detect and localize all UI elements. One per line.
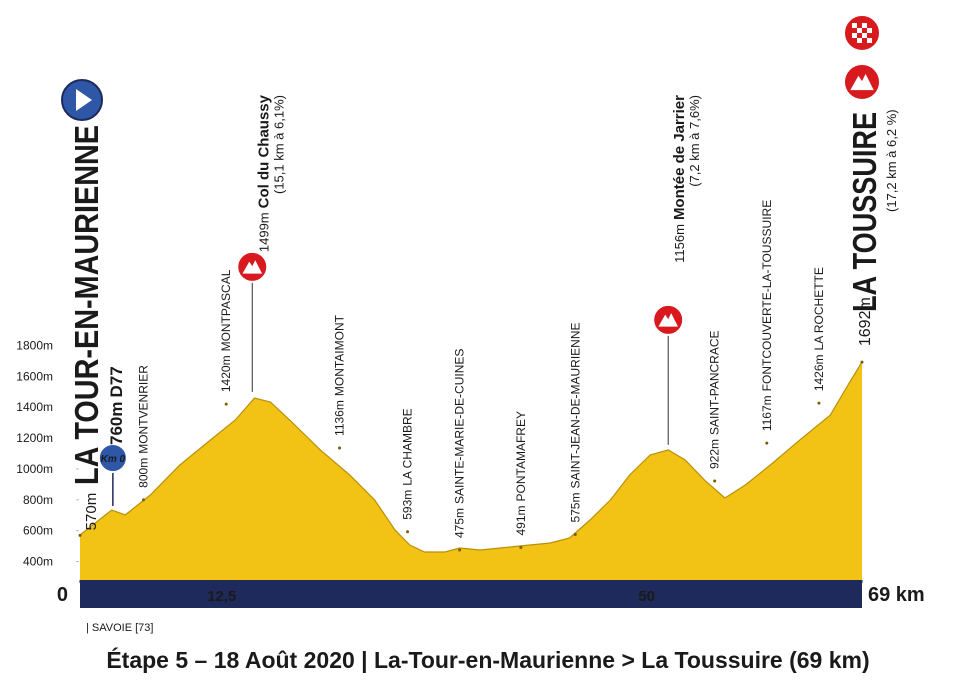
climb-icon-peak <box>242 260 263 274</box>
waypoint-label: 575m SAINT-JEAN-DE-MAURIENNE <box>568 323 582 523</box>
km0-label-part: 760m <box>107 402 126 445</box>
waypoint-label-part: PONTAMAFREY <box>514 411 528 501</box>
waypoint-label-part: 1136m <box>333 400 347 436</box>
climb-label-part: Col du Chaussy <box>255 94 272 208</box>
y-tick-label: 1600m <box>16 369 53 383</box>
finish-flag-square <box>857 38 862 43</box>
waypoint-label-part: 491m <box>514 505 528 535</box>
x-tick-label: 12,5 <box>207 588 236 605</box>
y-tick-label: 1400m <box>16 400 53 414</box>
climb-detail: (15,1 km à 6,1%) <box>271 95 286 194</box>
waypoint-dot <box>406 530 410 534</box>
waypoint-dot <box>765 441 769 445</box>
waypoint-label-part: 1426m <box>812 354 826 391</box>
waypoint-label-part: 475m <box>453 508 467 538</box>
waypoint-dot <box>573 533 577 537</box>
waypoint-dot <box>817 401 821 405</box>
waypoint-label-part: LA ROCHETTE <box>812 267 826 350</box>
region-label: | SAVOIE [73] <box>86 622 153 634</box>
waypoint-label-part: 1420m <box>219 355 233 392</box>
finish-flag-square <box>852 33 857 38</box>
finish-flag-square <box>852 23 857 28</box>
waypoint-label: 491m PONTAMAFREY <box>514 411 528 535</box>
km0-badge <box>97 443 128 473</box>
profile-line <box>79 361 863 553</box>
finish-detail: (17,2 km à 6,2 %) <box>884 109 899 212</box>
start-dot <box>78 533 82 537</box>
climb-label: 1156m Montée de Jarrier <box>671 95 688 263</box>
waypoint-dot <box>141 498 145 502</box>
waypoint-label-part: MONTPASCAL <box>219 269 233 351</box>
finish-altitude: 1692m <box>857 297 874 346</box>
distance-bar <box>80 580 862 608</box>
x-tick-label: 50 <box>638 588 655 605</box>
finish-dot <box>860 360 864 364</box>
waypoint-label: 1167m FONTCOUVERTE-LA-TOUSSUIRE <box>760 200 774 431</box>
waypoint-label: 922m SAINT-PANCRACE <box>708 330 722 469</box>
waypoint-label-part: 800m <box>136 458 150 488</box>
waypoint-label: 1136m MONTAIMONT <box>333 314 347 436</box>
finish-flag-square <box>862 33 867 38</box>
start-altitude: 570m <box>83 493 100 531</box>
waypoint-dot <box>224 402 228 406</box>
x-tick-label: 0 <box>57 584 68 606</box>
waypoint-label: 1420m MONTPASCAL <box>219 269 233 392</box>
waypoint-label-part: LA CHAMBRE <box>401 408 415 485</box>
chart-title: Étape 5 – 18 Août 2020 | La-Tour-en-Maur… <box>106 646 869 673</box>
waypoint-label: 1426m LA ROCHETTE <box>812 267 826 391</box>
climb-label-part: 1156m <box>672 224 687 263</box>
waypoint-label-part: 575m <box>568 493 582 523</box>
waypoint-label-part: SAINT-JEAN-DE-MAURIENNE <box>568 323 582 489</box>
start-name-part: LA TOUR-EN-MAURIENNE <box>68 125 105 485</box>
finish-flag-square <box>867 38 872 43</box>
km0-label-part: D77 <box>107 366 126 397</box>
climb-label: 1499m Col du Chaussy <box>255 94 272 252</box>
waypoint-label-part: 922m <box>708 439 722 469</box>
waypoint-dot <box>338 446 342 450</box>
climb-label-part: Montée de Jarrier <box>671 95 688 220</box>
start-altitude-part: 570m <box>83 493 100 531</box>
y-tick-label: 800m <box>23 493 53 507</box>
finish-altitude-part: 1692m <box>857 297 874 346</box>
waypoint-label-part: SAINT-PANCRACE <box>708 330 722 434</box>
climb-icon-peak <box>658 313 678 327</box>
waypoint-label: 593m LA CHAMBRE <box>401 408 415 519</box>
waypoint-label-part: 1167m <box>760 395 774 431</box>
climb-detail-part: (7,2 km à 7,6%) <box>687 95 702 187</box>
finish-name: LA TOUSSUIRE <box>846 112 883 312</box>
km0-label: 760m D77 <box>107 366 126 445</box>
waypoint-label-part: MONTAIMONT <box>333 314 347 396</box>
y-tick-label: 1800m <box>16 338 53 352</box>
waypoint-label-part: MONTVENRIER <box>136 365 150 454</box>
waypoint-label: 800m MONTVENRIER <box>136 365 150 488</box>
finish-name-part: LA TOUSSUIRE <box>846 112 883 312</box>
climb-detail: (7,2 km à 7,6%) <box>687 95 702 187</box>
waypoint-label-part: FONTCOUVERTE-LA-TOUSSUIRE <box>760 200 774 392</box>
waypoint-label-part: 593m <box>401 490 415 520</box>
climb-label-part: 1499m <box>256 212 271 252</box>
waypoint-dot <box>519 546 523 550</box>
profile-fill <box>80 362 862 580</box>
km0-text: Km 0 <box>101 454 126 465</box>
y-tick-label: 600m <box>23 524 53 538</box>
waypoint-label-part: SAINTE-MARIE-DE-CUINES <box>453 349 467 504</box>
climb-icon-peak <box>850 73 874 91</box>
finish-flag-square <box>862 23 867 28</box>
finish-flag-square <box>857 28 862 33</box>
y-tick-label: 1200m <box>16 431 53 445</box>
climb-detail-part: (15,1 km à 6,1%) <box>271 95 286 194</box>
waypoint-dot <box>458 548 462 552</box>
x-tick-label: 69 km <box>868 584 925 606</box>
y-tick-label: 400m <box>23 555 53 569</box>
start-name: LA TOUR-EN-MAURIENNE <box>68 125 105 485</box>
waypoint-label: 475m SAINTE-MARIE-DE-CUINES <box>453 349 467 538</box>
finish-detail-part: (17,2 km à 6,2 %) <box>884 109 899 212</box>
start-icon-arrow <box>76 89 92 111</box>
y-tick-label: 1000m <box>16 462 53 476</box>
waypoint-dot <box>713 479 717 483</box>
finish-flag-square <box>867 28 872 33</box>
